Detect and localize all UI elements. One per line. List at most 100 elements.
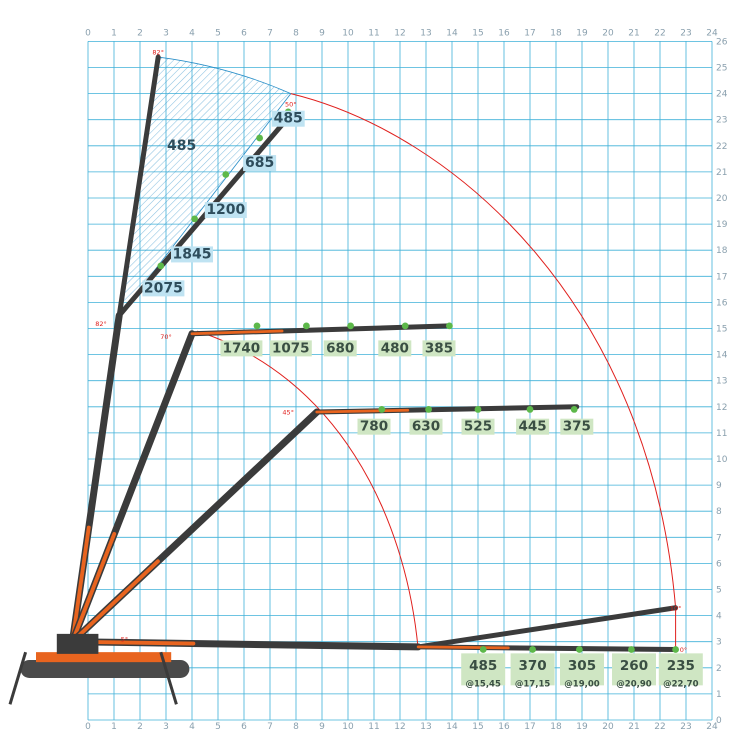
x-tick-label-bottom: 18	[550, 722, 562, 730]
load-label-45-bg	[461, 418, 495, 435]
x-tick-label-bottom: 17	[524, 722, 535, 730]
load-label-0-radius: @22,70	[663, 679, 698, 689]
x-tick-label-bottom: 14	[446, 722, 458, 730]
y-tick-label: 3	[716, 638, 722, 648]
x-tick-label-top: 17	[524, 28, 535, 38]
load-label-50-bg	[271, 110, 305, 127]
jib-0-cylinder	[416, 645, 510, 650]
x-tick-label-top: 7	[267, 28, 273, 38]
crawler-body	[36, 652, 172, 663]
jib-45-node	[378, 406, 386, 413]
boom-positions	[68, 54, 679, 653]
jib-45-cylinder	[315, 408, 410, 414]
x-tick-label-top: 5	[215, 28, 221, 38]
load-label-45: 780	[360, 419, 388, 435]
load-label-0-radius: @19,00	[564, 679, 599, 689]
x-tick-label-bottom: 22	[654, 722, 665, 730]
load-label-0-radius: @17,15	[515, 679, 550, 689]
jib-70-node	[253, 322, 261, 330]
y-tick-label: 13	[716, 377, 727, 387]
x-tick-label-top: 3	[163, 28, 169, 38]
y-tick-label: 19	[716, 220, 728, 230]
x-tick-label-bottom: 23	[680, 722, 691, 730]
load-label-45: 525	[464, 419, 492, 435]
outer-envelope-arc	[290, 93, 677, 653]
y-tick-label: 14	[716, 351, 728, 361]
x-tick-label-bottom: 0	[85, 722, 91, 730]
y-tick-label: 15	[716, 325, 727, 335]
load-label-45-bg	[516, 418, 550, 435]
x-tick-label-top: 24	[706, 28, 718, 38]
load-label-70: 680	[326, 340, 354, 356]
y-tick-label: 2	[716, 664, 722, 674]
jib-70-node	[446, 322, 453, 330]
x-tick-label-bottom: 11	[368, 722, 379, 730]
load-label-0: 235	[667, 658, 695, 674]
y-tick-label: 21	[716, 168, 727, 178]
load-label-70: 385	[425, 340, 453, 356]
y-tick-label: 26	[716, 37, 728, 47]
jib-0-node	[628, 646, 635, 653]
x-tick-label-bottom: 4	[189, 722, 195, 730]
x-tick-label-bottom: 2	[137, 722, 143, 730]
jib-70-node	[401, 322, 409, 330]
turret	[56, 633, 99, 654]
load-label-50: 2075	[144, 280, 183, 296]
load-label-70-bg	[269, 340, 312, 357]
load-label-50: 485	[274, 111, 303, 127]
jib-50-node	[256, 134, 263, 142]
x-tick-label-top: 1	[111, 28, 117, 38]
angle-label: 70°	[160, 333, 172, 341]
load-label-50: 1200	[206, 202, 245, 218]
main-boom-82-cylinder	[70, 525, 91, 644]
x-tick-label-top: 11	[368, 28, 379, 38]
angle-label: 82°	[152, 48, 164, 56]
jib-70-cylinder	[190, 329, 284, 336]
load-label-0-bg	[510, 653, 555, 686]
y-tick-label: 5	[716, 586, 722, 596]
angle-label: 0°	[680, 646, 687, 654]
load-label-0-bg	[658, 653, 703, 686]
angle-label: 10°	[670, 604, 682, 612]
x-tick-label-top: 19	[576, 28, 588, 38]
load-label-0-radius: @20,90	[616, 679, 651, 689]
x-tick-label-bottom: 5	[215, 722, 221, 730]
y-tick-label: 20	[716, 194, 728, 204]
load-labels: 82° 50° 82° 70° 45° 5° 10° 0° 485 485 685 1200 1845 2…	[95, 48, 703, 689]
angle-label: 82°	[95, 320, 107, 328]
x-tick-label-bottom: 6	[241, 722, 247, 730]
jib-45-node	[526, 406, 534, 413]
crawler-track	[20, 659, 190, 678]
x-tick-label-top: 15	[472, 28, 483, 38]
x-tick-label-bottom: 13	[420, 722, 431, 730]
x-tick-label-top: 9	[319, 28, 325, 38]
jib-45-node	[570, 406, 578, 413]
jib-50-node	[157, 262, 165, 270]
x-tick-label-bottom: 10	[342, 722, 354, 730]
x-tick-label-top: 10	[342, 28, 354, 38]
jib-45-node	[474, 406, 482, 413]
load-label-0: 370	[519, 658, 547, 674]
load-label-45: 630	[412, 419, 440, 435]
load-label-70-bg	[220, 340, 263, 357]
jib-70-node	[347, 322, 354, 330]
load-label-50: 685	[245, 155, 274, 171]
x-tick-label-top: 12	[394, 28, 405, 38]
jib-50-node	[191, 215, 199, 223]
x-tick-label-bottom: 3	[163, 722, 169, 730]
x-tick-label-top: 23	[680, 28, 691, 38]
crawler-vehicle	[8, 633, 190, 705]
x-tick-label-bottom: 20	[602, 722, 614, 730]
load-label-50-bg	[204, 202, 247, 219]
angle-label: 50°	[285, 101, 297, 109]
y-tick-label: 12	[716, 403, 727, 413]
hatched-working-area	[121, 56, 292, 315]
outrigger-right	[159, 651, 178, 705]
load-label-45-bg	[409, 418, 443, 435]
x-tick-label-top: 20	[602, 28, 614, 38]
load-label-50-bg	[142, 280, 185, 297]
load-label-0: 305	[568, 658, 596, 674]
load-label-82: 485	[167, 138, 196, 154]
